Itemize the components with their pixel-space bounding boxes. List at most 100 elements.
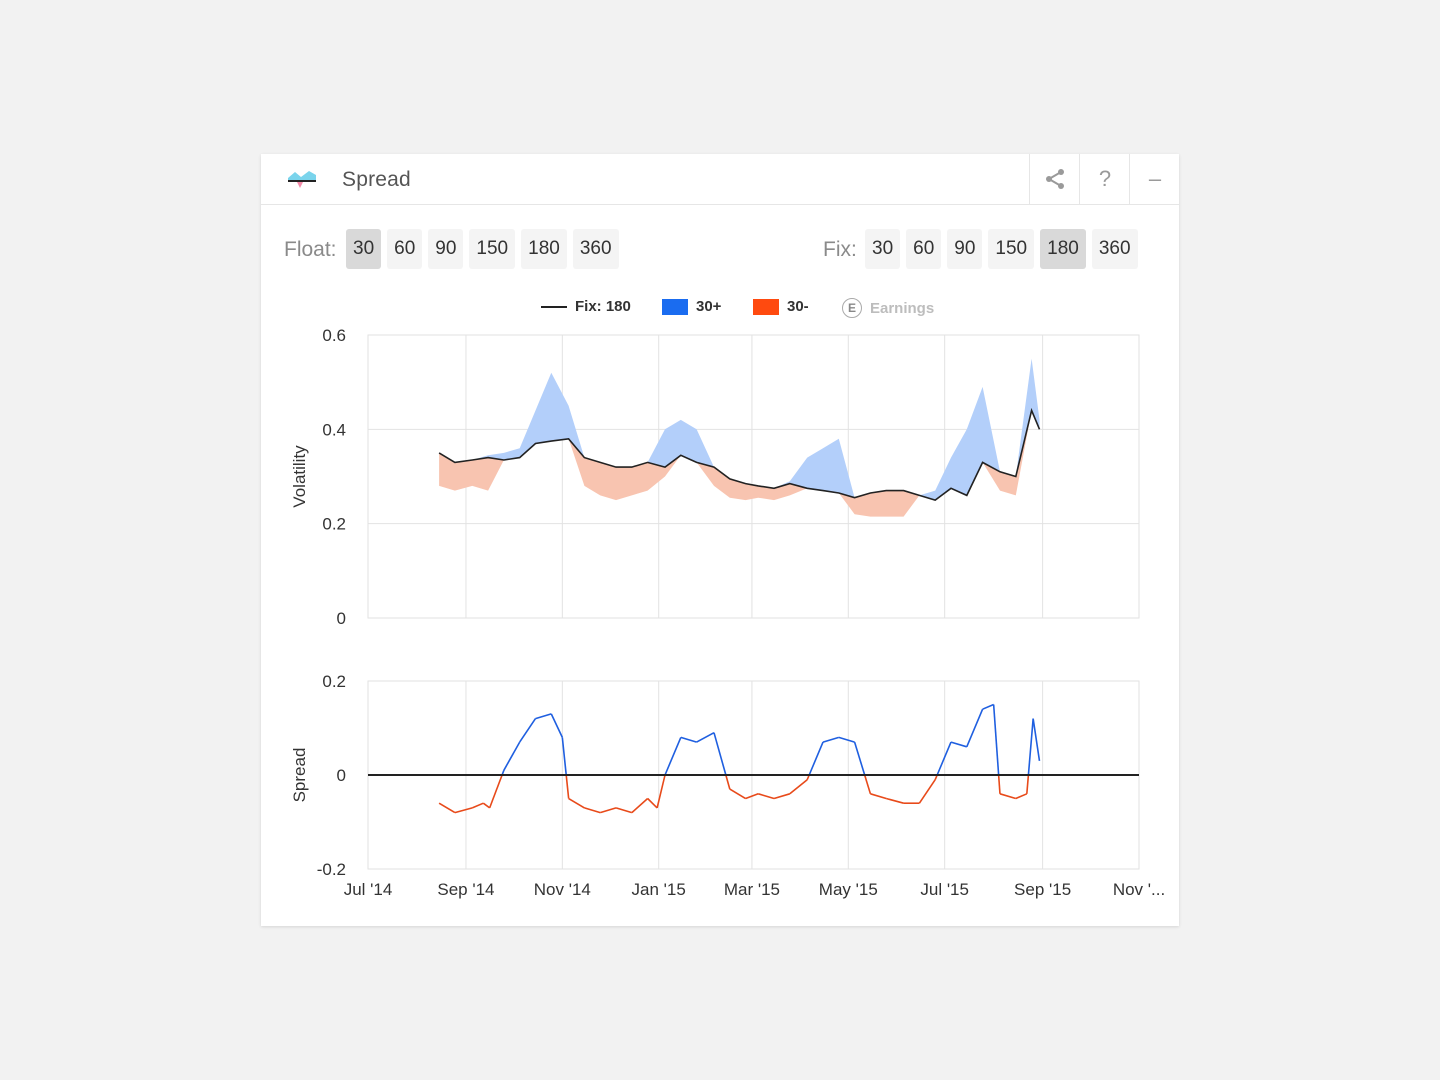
volatility-y-tick-label: 0.6: [322, 326, 346, 345]
legend-minus-label: 30-: [787, 298, 809, 315]
spread-app-icon: [288, 171, 316, 188]
spread-line-segment: [550, 713, 564, 738]
fix-option-60[interactable]: 60: [906, 229, 942, 269]
spread-line-segment: [713, 732, 727, 776]
charts-svg: 0.6 0.4 0.2 0 Volatility 0.2 0 -0.2 Spread Jul '1…: [290, 326, 1165, 899]
spread-line-segment: [789, 779, 808, 795]
fix-selector: 30 60 90 150 180 360: [865, 229, 1138, 269]
float-label: Float:: [284, 238, 337, 261]
share-icon: [1046, 169, 1064, 189]
spread-line-segment: [565, 774, 570, 799]
volatility-y-tick-label: 0.2: [322, 515, 346, 534]
float-option-30[interactable]: 30: [346, 229, 382, 269]
x-tick-label: Nov '14: [534, 880, 591, 899]
series-30plus-area: [439, 358, 1040, 501]
spread-line-segment: [664, 737, 682, 776]
spread-line-segment: [680, 736, 697, 743]
volatility-y-tick-label: 0.4: [322, 420, 346, 439]
volatility-y-tick-label: 0: [337, 609, 346, 628]
spread-line-segment: [918, 779, 936, 804]
spread-line-segment: [584, 807, 601, 814]
spread-line-segment: [725, 774, 731, 790]
x-tick-label: Mar '15: [724, 880, 780, 899]
earnings-icon: E: [842, 298, 862, 318]
legend-item-earnings[interactable]: E Earnings: [842, 298, 934, 318]
float-option-90[interactable]: 90: [428, 229, 464, 269]
spread-line-segment: [647, 797, 658, 809]
spread-line-segment: [438, 802, 456, 814]
fix-option-360[interactable]: 360: [1091, 229, 1138, 269]
float-selector: 30 60 90 150 180 360: [346, 229, 619, 269]
float-option-60[interactable]: 60: [387, 229, 423, 269]
spread-line-segment: [482, 802, 491, 809]
x-tick-label: Jul '14: [344, 880, 393, 899]
series-fix180-line: [438, 407, 1041, 501]
spread-line-segment: [982, 703, 994, 710]
spread-line-segment: [488, 774, 503, 809]
spread-line-segment: [838, 736, 855, 743]
spread-y-tick-label: 0: [337, 766, 346, 785]
spread-line-segment: [863, 774, 872, 795]
spread-line-segment: [535, 713, 552, 720]
series-30minus-area: [439, 410, 1040, 517]
legend-plus-swatch: [662, 298, 688, 315]
fix-option-150[interactable]: 150: [988, 229, 1035, 269]
widget-title: Spread: [342, 168, 411, 191]
spread-line-segment: [853, 741, 866, 776]
spread-line-segment: [471, 802, 484, 809]
x-tick-label: May '15: [819, 880, 878, 899]
spread-line-segment: [822, 736, 840, 743]
spread-y-tick-label: -0.2: [317, 860, 346, 879]
spread-line-segment: [1027, 718, 1034, 776]
spread-line-segment: [1015, 793, 1028, 800]
legend-item-minus[interactable]: 30-: [753, 298, 809, 315]
spread-line-segment: [1032, 718, 1041, 762]
spread-line-segment: [1026, 774, 1030, 794]
fix-option-90[interactable]: 90: [947, 229, 983, 269]
spread-line-segment: [503, 741, 521, 771]
float-option-360[interactable]: 360: [572, 229, 619, 269]
spread-line-segment: [656, 774, 666, 809]
legend-earnings-label: Earnings: [870, 299, 935, 317]
fix-option-180[interactable]: 180: [1040, 229, 1086, 269]
volatility-y-axis-title: Volatility: [290, 445, 309, 508]
float-option-180[interactable]: 180: [521, 229, 567, 269]
spread-line-segment: [992, 704, 1000, 776]
spread-line-segment: [870, 793, 887, 800]
spread-line-segment: [631, 797, 649, 814]
legend-item-fix[interactable]: Fix: 180: [541, 298, 631, 315]
spread-line-segment: [519, 718, 537, 743]
legend-item-plus[interactable]: 30+: [662, 298, 721, 315]
spread-line-segment: [454, 807, 473, 814]
x-tick-label: Sep '15: [1014, 880, 1071, 899]
spread-line-segment: [773, 793, 791, 800]
fix-option-30[interactable]: 30: [865, 229, 901, 269]
spread-line-segment: [729, 788, 747, 800]
spread-line-segment: [966, 708, 984, 748]
legend-minus-swatch: [753, 298, 779, 315]
x-tick-label: Sep '14: [437, 880, 494, 899]
spread-line-segment: [999, 793, 1016, 800]
spread-line-segment: [561, 737, 568, 776]
fix-label: Fix:: [823, 238, 857, 261]
spread-line-segment: [758, 793, 775, 800]
widget-header: Spread ? –: [261, 154, 1179, 205]
spread-y-tick-label: 0.2: [322, 672, 346, 691]
legend-plus-label: 30+: [696, 298, 722, 315]
spread-line-segment: [997, 774, 1001, 794]
spread-line-segment: [936, 741, 952, 776]
spread-line-segment: [745, 793, 759, 800]
spread-line-segment: [808, 741, 824, 776]
help-button[interactable]: ?: [1079, 154, 1130, 204]
spread-line-segment: [615, 807, 633, 814]
spread-y-axis-title: Spread: [290, 748, 309, 803]
minimize-button[interactable]: –: [1129, 154, 1180, 204]
chart-legend: Fix: 180 30+ 30- E Earnings: [261, 298, 1179, 320]
spread-line-segment: [950, 741, 968, 748]
share-button[interactable]: [1029, 154, 1080, 204]
spread-line-segment: [568, 797, 585, 809]
spread-line-segment: [696, 731, 715, 743]
float-option-150[interactable]: 150: [469, 229, 516, 269]
spread-widget: Spread ? – Float: 30 60 90 150 180 360 F…: [261, 154, 1179, 926]
spread-line-segment: [886, 797, 904, 804]
